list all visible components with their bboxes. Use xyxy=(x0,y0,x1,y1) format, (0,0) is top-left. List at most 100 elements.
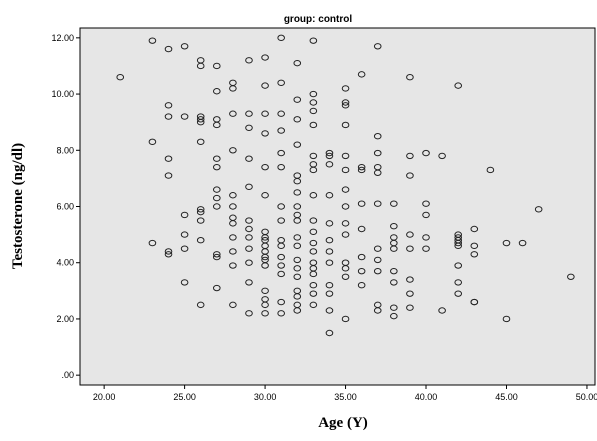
data-point xyxy=(196,208,205,216)
data-point xyxy=(406,290,414,297)
data-point xyxy=(293,265,302,272)
data-point xyxy=(212,284,221,292)
data-point xyxy=(180,245,189,252)
data-point xyxy=(325,329,334,337)
data-point xyxy=(341,231,350,238)
data-point xyxy=(277,163,285,171)
data-point xyxy=(325,259,334,266)
data-point xyxy=(261,54,269,61)
data-point xyxy=(293,273,302,280)
data-point xyxy=(293,141,302,148)
data-point xyxy=(245,225,253,233)
data-point xyxy=(229,234,237,241)
data-point xyxy=(293,256,302,264)
data-point xyxy=(325,220,334,227)
data-point xyxy=(148,138,157,146)
x-tick-label: 25.00 xyxy=(173,392,196,402)
data-point xyxy=(470,225,479,233)
data-point xyxy=(196,116,205,123)
data-point xyxy=(373,245,382,252)
data-point xyxy=(470,251,479,258)
data-point xyxy=(309,217,318,224)
y-tick-label: 8.00 xyxy=(56,145,74,155)
data-point xyxy=(293,96,302,103)
data-point xyxy=(245,57,253,64)
data-point xyxy=(406,172,414,179)
data-point xyxy=(261,130,269,137)
y-tick-label: 4.00 xyxy=(56,258,74,268)
data-point xyxy=(373,267,382,275)
y-tick-label: 10.00 xyxy=(51,89,74,99)
data-point xyxy=(293,217,302,224)
data-point xyxy=(277,262,285,269)
data-point xyxy=(261,82,269,89)
data-point xyxy=(164,102,173,109)
data-point xyxy=(261,262,269,269)
data-point xyxy=(357,200,366,207)
data-point xyxy=(212,194,221,202)
data-point xyxy=(438,307,446,314)
data-point xyxy=(261,192,269,199)
data-point xyxy=(277,127,285,134)
data-point xyxy=(180,279,189,286)
data-point xyxy=(212,121,221,129)
data-point xyxy=(518,239,527,247)
data-point xyxy=(422,211,430,219)
data-point xyxy=(196,62,205,70)
data-point xyxy=(373,149,382,157)
data-point xyxy=(212,251,221,258)
data-point xyxy=(212,163,221,171)
data-point xyxy=(373,307,382,314)
data-point xyxy=(406,73,414,81)
data-point xyxy=(277,242,285,250)
data-point xyxy=(422,245,430,252)
data-point xyxy=(116,73,125,81)
data-point xyxy=(245,183,253,191)
data-point xyxy=(164,251,173,258)
data-point xyxy=(261,234,269,241)
data-point xyxy=(180,231,189,238)
data-point xyxy=(180,43,189,50)
data-point xyxy=(212,88,221,95)
data-point xyxy=(293,116,302,123)
data-point xyxy=(212,186,221,193)
data-point xyxy=(470,242,479,250)
data-point xyxy=(229,147,237,154)
data-point xyxy=(390,304,398,311)
data-point xyxy=(470,298,479,306)
data-point xyxy=(309,152,318,160)
data-point xyxy=(245,110,253,117)
data-point xyxy=(357,166,366,174)
data-point xyxy=(293,234,302,241)
data-point xyxy=(212,155,221,162)
data-point xyxy=(341,265,350,272)
data-point xyxy=(196,217,205,224)
data-point xyxy=(406,304,414,311)
data-point xyxy=(325,161,334,168)
data-point xyxy=(325,237,334,244)
data-point xyxy=(309,99,318,106)
x-tick-label: 45.00 xyxy=(495,392,518,402)
data-point xyxy=(229,220,237,227)
data-point xyxy=(357,282,366,289)
data-point xyxy=(309,121,318,129)
data-point xyxy=(341,186,350,193)
y-tick-label: 12.00 xyxy=(51,33,74,43)
plot-area xyxy=(79,27,596,386)
data-point xyxy=(277,34,285,42)
data-point xyxy=(245,259,253,266)
data-point xyxy=(164,248,173,255)
data-point xyxy=(309,239,318,247)
data-point xyxy=(293,203,302,210)
x-tick-label: 30.00 xyxy=(254,392,277,402)
data-point xyxy=(406,245,414,252)
data-point xyxy=(341,273,350,280)
data-point xyxy=(277,270,285,278)
x-tick-label: 50.00 xyxy=(576,392,597,402)
data-point xyxy=(229,262,237,269)
data-point xyxy=(406,231,414,238)
data-point xyxy=(486,166,495,174)
data-point xyxy=(422,234,430,241)
y-tick-label: 2.00 xyxy=(56,314,74,324)
